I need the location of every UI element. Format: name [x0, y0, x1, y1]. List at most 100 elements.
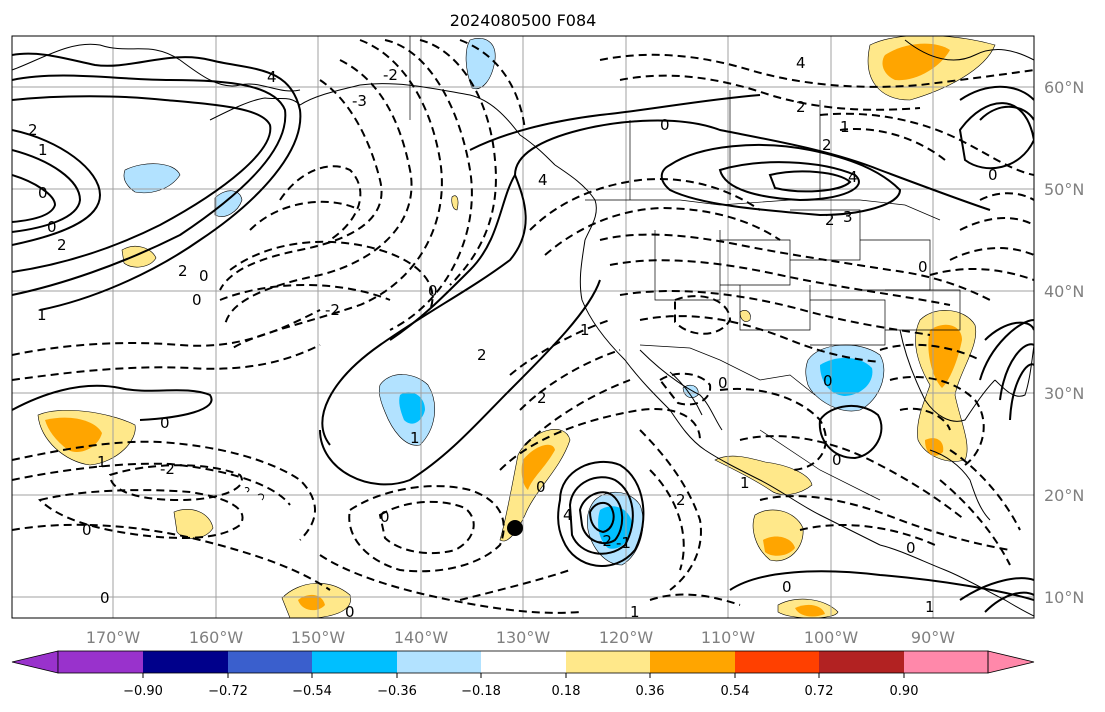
contour-label-0q: 0: [832, 451, 842, 469]
coast-gulf: [899, 329, 996, 422]
coast-us-west: [579, 239, 626, 361]
lon-tick-labels: 170°W 160°W 150°W 140°W 130°W 120°W 110°…: [86, 628, 955, 647]
colorbar-bin-5: [397, 651, 483, 673]
contours-solid: [12, 52, 1034, 613]
lon-tick-140w: 140°W: [394, 628, 449, 647]
contour-label-1d: 1: [97, 453, 107, 471]
coast-gulf-ca: [639, 349, 723, 431]
contour-label-m2c: -2: [597, 532, 612, 550]
colorbar-outline: [57, 650, 989, 674]
contour-label-2c: 2: [178, 262, 188, 280]
contour-dashed-pac-6: [108, 464, 243, 502]
contour-dashed-ne-3: [949, 247, 1034, 261]
contour-solid: [12, 129, 102, 246]
contour-label-0d: 0: [192, 291, 202, 309]
contour-solid-ne: [959, 85, 1034, 101]
lat-tick-labels: 60°N 50°N 40°N 30°N 20°N 10°N: [1044, 78, 1084, 607]
contour-dashed-us-3: [619, 290, 931, 336]
contour-dashed-mex: [719, 388, 827, 471]
contour-label-1i: 1: [630, 603, 640, 621]
contour-dashed-pac: [12, 309, 321, 356]
contour-dashed-mex-2: [739, 435, 966, 521]
colorbar-ticks: [142, 673, 905, 678]
contour-solid-nc-3: [768, 170, 852, 193]
contour-label-0i: 0: [380, 508, 390, 526]
map-title: 2024080500 F084: [450, 11, 597, 30]
contour-solid-east-2: [979, 319, 1034, 381]
colorbar-bin-10: [819, 651, 904, 673]
contour-label-0f: 0: [160, 414, 170, 432]
lon-tick-160w: 160°W: [189, 628, 244, 647]
contour-dashed: [224, 59, 413, 326]
shade-cyan-hurricane: [598, 506, 632, 549]
contour-dashed-nc-arc: [529, 178, 761, 231]
colorbar-bin-7: [566, 651, 652, 673]
colorbar: −0.90 −0.72 −0.54 −0.36 −0.18 0.18 0.36 …: [11, 650, 1035, 699]
contour-label-1g: 1: [925, 598, 935, 616]
contour-dashed-us-6: [658, 372, 712, 406]
contour-label-0g: 0: [82, 521, 92, 539]
border-state-7: [885, 289, 961, 331]
contour-dashed-west-3: [524, 379, 631, 446]
coast-siberia: [12, 43, 301, 92]
contour-label-1c: 1: [410, 429, 420, 447]
contour-dashed-west-6: [649, 469, 685, 571]
contour-zero-north: [469, 94, 761, 151]
contour-label-0j: 0: [345, 603, 355, 621]
colorbar-label-1: −0.90: [123, 684, 163, 699]
contour-labels: 4 -3 -2 2 1 0 0 2 2 0 0 1 -2 0 2 1 0 -2 …: [28, 54, 998, 621]
lon-tick-110w: 110°W: [701, 628, 756, 647]
lat-tick-60n: 60°N: [1044, 78, 1084, 97]
contour-label-0m: 0: [918, 258, 928, 276]
contour-solid: [12, 149, 82, 233]
shade-orange-plume: [521, 444, 555, 490]
colorbar-extend-high: [987, 650, 1035, 674]
contour-dashed: [229, 39, 443, 351]
lon-tick-150w: 150°W: [291, 628, 346, 647]
contour-dashed-pac-4: [12, 462, 291, 506]
contour-label-0e: 0: [428, 282, 438, 300]
contour-dashed-nc-arc-2: [544, 206, 781, 256]
contour-label-2e: 2: [537, 389, 547, 407]
contour-label-0a: 0: [38, 184, 48, 202]
contour-label-2h: 2: [822, 136, 832, 154]
contour-solid-nc-2: [718, 161, 860, 202]
contour-dashed-pac-7: [12, 523, 331, 591]
colorbar-bin-1: [58, 651, 144, 673]
coast-hudson: [904, 39, 1034, 61]
map-content: 4 -3 -2 2 1 0 0 2 2 0 0 1 -2 0 2 1 0 -2 …: [12, 36, 1034, 621]
contour-label-0o: 0: [823, 372, 833, 390]
contour-solid-east-4: [1009, 363, 1034, 421]
contour-dashed: [459, 39, 526, 131]
shade-yellow-small-1: [121, 246, 157, 268]
contour-solid-sw: [729, 570, 1034, 601]
contour-solid-pac-2: [319, 279, 601, 486]
shade-cyan-pacific: [399, 392, 425, 424]
contour-solid-east: [984, 321, 1034, 341]
contour-label-m2a: -2: [325, 301, 340, 319]
contour-label-0c: 0: [199, 267, 209, 285]
shade-orange-south-2: [795, 604, 825, 617]
shade-blue-aleutian: [465, 38, 496, 90]
contour-label-0l: 0: [660, 116, 670, 134]
contour-label-2g: 2: [796, 98, 806, 116]
contour-label-2d: 2: [477, 346, 487, 364]
contour-dashed-gulf-3: [899, 407, 951, 431]
contour-label-1e: 1: [580, 321, 590, 339]
colorbar-bin-2: [143, 651, 229, 673]
coast-florida: [994, 344, 1034, 397]
contour-dashed-west-2: [519, 349, 621, 411]
contour-dashed-pac-8: [348, 485, 505, 573]
contour-label-1f: 1: [840, 118, 850, 136]
contour-dashed-pacific-mid-4: [219, 284, 391, 301]
colorbar-label-4: −0.36: [377, 684, 417, 699]
contour-dashed-us: [599, 233, 991, 301]
shaded-fields: [37, 36, 996, 618]
shade-yellow-tiny-2: [451, 195, 459, 211]
contour-solid-inner-1: [12, 384, 213, 421]
contour-solid: [12, 174, 57, 223]
border-us-mexico: [639, 344, 816, 396]
contour-solid: [12, 95, 272, 273]
contour-solid-s: [959, 577, 1034, 601]
shade-orange-gulf: [928, 324, 962, 388]
